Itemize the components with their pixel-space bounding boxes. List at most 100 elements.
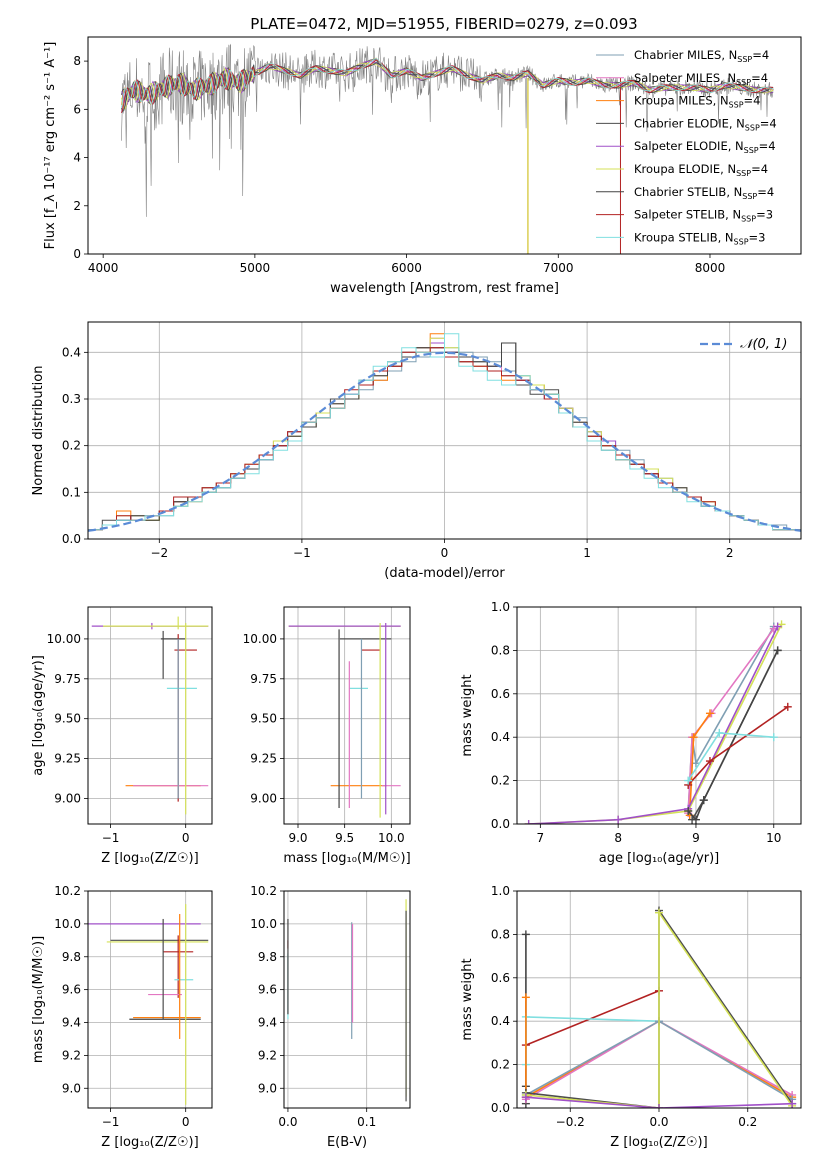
model-spectrum [120, 59, 774, 114]
x-tick-label: 0 [182, 831, 190, 845]
plot-area [88, 904, 209, 1105]
axes-frame [87, 36, 802, 255]
model-spectrum [120, 62, 774, 110]
x-axis-label: wavelength [Angstrom, rest frame] [330, 281, 559, 296]
y-tick-label: 0.2 [491, 774, 510, 788]
y-tick-label: 4 [73, 151, 81, 165]
series-line [525, 997, 793, 1099]
y-tick-label: 0.4 [491, 1014, 510, 1028]
y-tick-label: 0.6 [491, 971, 510, 985]
y-axis-label: age [log₁₀(age/yr)] [31, 655, 46, 776]
y-axis-label: mass weight [460, 674, 475, 756]
x-tick-label: −2 [150, 546, 168, 560]
series-line [525, 910, 793, 1108]
x-tick-label: 0.1 [357, 1115, 376, 1129]
normal-curve [88, 351, 801, 532]
legend-entry: Chabrier MILES, NSSP=4 [634, 48, 769, 64]
series-marker [705, 757, 714, 766]
legend-entry: Salpeter MILES, NSSP=4 [634, 71, 768, 87]
y-tick-label: 10.0 [250, 917, 277, 931]
series-marker [715, 728, 724, 737]
x-tick-label: 9.5 [335, 831, 354, 845]
x-axis-label: (data-model)/error [384, 566, 505, 581]
y-tick-label: 6 [73, 102, 81, 116]
x-tick-label: −1 [102, 831, 120, 845]
plot-area [288, 622, 401, 818]
plot-area [524, 620, 792, 824]
y-tick-label: 0.1 [62, 485, 81, 499]
x-tick-label: 7 [537, 831, 545, 845]
series-marker [521, 930, 530, 939]
figure-title: PLATE=0472, MJD=51955, FIBERID=0279, z=0… [250, 15, 637, 33]
plot-area [88, 333, 801, 532]
series-marker [684, 776, 693, 785]
series-line [525, 1096, 793, 1108]
x-axis-label: mass [log₁₀(M/M☉)] [283, 851, 410, 866]
series-marker [691, 815, 700, 824]
y-tick-label: 9.0 [258, 1081, 277, 1095]
axes-frame [87, 606, 213, 825]
legend-subscript: SSP [737, 55, 752, 64]
x-tick-label: 8000 [695, 261, 726, 275]
axes-frame [516, 606, 802, 825]
legend-entry: Salpeter STELIB, NSSP=3 [634, 208, 773, 224]
panel-mass-ebv: 0.0 0.1 9.0 9.2 9.4 9.6 9.8 10.0 10.2 E(B-V) [250, 884, 411, 1150]
y-axis-label: Flux [f_λ 10⁻¹⁷ erg cm⁻² s⁻¹ A⁻¹] [43, 42, 58, 250]
plot-area [91, 616, 209, 815]
axes-frame [516, 890, 802, 1109]
x-tick-label: 8 [614, 831, 622, 845]
x-tick-label: 1 [583, 546, 591, 560]
x-axis-label: E(B-V) [327, 1135, 367, 1150]
series-marker [689, 733, 698, 742]
x-axis-label: Z [log₁₀(Z/Z☉)] [101, 851, 198, 866]
series-line [525, 990, 660, 1046]
x-tick-label: 10 [766, 831, 781, 845]
errorbar-point [163, 935, 194, 998]
legend-entry: Kroupa MILES, NSSP=4 [634, 94, 760, 110]
legend-suffix: =3 [756, 208, 773, 222]
legend-entry: Chabrier STELIB, NSSP=4 [634, 185, 774, 201]
series-marker [684, 806, 693, 815]
series-marker [521, 1093, 530, 1102]
y-tick-label: 9.6 [62, 983, 81, 997]
x-tick-label: 0 [441, 546, 449, 560]
legend-text: Kroupa ELODIE, N [634, 162, 736, 176]
model-spectrum [120, 57, 774, 108]
x-tick-label: 4000 [88, 261, 119, 275]
series-line [528, 624, 783, 824]
y-tick-label: 0.0 [491, 817, 510, 831]
x-axis-label: age [log₁₀(age/yr)] [599, 851, 720, 866]
y-tick-label: 10.00 [47, 632, 81, 646]
y-tick-label: 9.2 [258, 1048, 277, 1062]
legend-text: Salpeter ELODIE, N [634, 139, 744, 153]
legend-text: Salpeter MILES, N [634, 71, 736, 85]
legend-suffix: =4 [744, 94, 761, 108]
legend-suffix: =4 [760, 116, 777, 130]
legend-subscript: SSP [745, 123, 760, 132]
y-tick-label: 0 [73, 247, 81, 261]
y-axis-label: mass [log₁₀(M/M☉)] [31, 936, 46, 1063]
panel-spectrum: 4000 5000 6000 7000 8000 0 2 4 6 8 wavelength [Ang… [43, 36, 802, 296]
legend-subscript: SSP [744, 146, 759, 155]
panel-mass-weight-age: 7 8 9 10 0.0 0.2 0.4 0.6 0.8 1.0 age [log₁₀(age/yr… [460, 600, 802, 866]
y-tick-label: 9.00 [250, 791, 277, 805]
legend-text: Kroupa STELIB, N [634, 230, 734, 244]
x-tick-label: 5000 [240, 261, 271, 275]
series-line [687, 732, 774, 782]
legend-subscript: SSP [729, 101, 744, 110]
series-marker [769, 733, 778, 742]
x-tick-label: 2 [726, 546, 734, 560]
axes-frame [87, 321, 802, 540]
x-tick-label: 0.0 [649, 1115, 668, 1129]
series-marker [524, 820, 533, 824]
y-axis-label: mass weight [460, 958, 475, 1040]
y-tick-label: 2 [73, 199, 81, 213]
x-tick-label: 6000 [391, 261, 422, 275]
y-tick-label: 0.3 [62, 392, 81, 406]
y-tick-label: 9.25 [250, 752, 277, 766]
legend-subscript: SSP [736, 169, 751, 178]
y-tick-label: 10.0 [54, 917, 81, 931]
